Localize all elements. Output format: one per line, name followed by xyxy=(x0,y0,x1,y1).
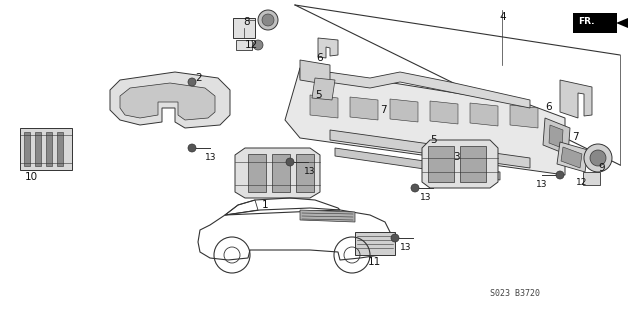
Text: 6: 6 xyxy=(316,53,323,63)
Polygon shape xyxy=(430,101,458,124)
Polygon shape xyxy=(272,154,290,192)
Polygon shape xyxy=(557,142,588,172)
FancyBboxPatch shape xyxy=(573,13,617,33)
Polygon shape xyxy=(510,105,538,128)
Circle shape xyxy=(262,14,274,26)
Text: 6: 6 xyxy=(545,102,552,112)
Polygon shape xyxy=(350,97,378,120)
Text: 9: 9 xyxy=(598,163,605,173)
Polygon shape xyxy=(460,146,486,182)
Text: 13: 13 xyxy=(420,193,431,202)
Text: 4: 4 xyxy=(499,12,506,22)
Circle shape xyxy=(391,234,399,242)
Polygon shape xyxy=(560,80,592,118)
Polygon shape xyxy=(335,148,500,180)
Text: 3: 3 xyxy=(453,152,460,162)
Text: S023 B3720: S023 B3720 xyxy=(490,289,540,298)
Polygon shape xyxy=(300,60,330,85)
Circle shape xyxy=(188,78,196,86)
Text: 13: 13 xyxy=(205,153,216,162)
Polygon shape xyxy=(312,78,335,100)
Circle shape xyxy=(584,144,612,172)
Polygon shape xyxy=(583,172,600,185)
Text: 8: 8 xyxy=(243,17,250,27)
Polygon shape xyxy=(236,40,252,50)
Circle shape xyxy=(258,10,278,30)
Polygon shape xyxy=(110,72,230,128)
Circle shape xyxy=(286,158,294,166)
Text: 12: 12 xyxy=(245,40,259,50)
Polygon shape xyxy=(296,154,314,192)
Polygon shape xyxy=(300,68,530,108)
Text: 5: 5 xyxy=(315,90,322,100)
Polygon shape xyxy=(561,147,582,168)
Circle shape xyxy=(188,144,196,152)
Polygon shape xyxy=(20,128,72,170)
Text: 10: 10 xyxy=(25,172,38,182)
Text: 7: 7 xyxy=(572,132,579,142)
Polygon shape xyxy=(248,154,266,192)
Text: 5: 5 xyxy=(430,135,436,145)
Circle shape xyxy=(556,171,564,179)
Polygon shape xyxy=(35,132,41,166)
Circle shape xyxy=(253,40,263,50)
Polygon shape xyxy=(318,38,338,58)
Text: FR.: FR. xyxy=(578,18,595,26)
Polygon shape xyxy=(57,132,63,166)
Polygon shape xyxy=(616,18,628,28)
Polygon shape xyxy=(428,146,454,182)
Polygon shape xyxy=(310,95,338,118)
Text: 11: 11 xyxy=(368,257,381,267)
Polygon shape xyxy=(235,148,320,198)
Polygon shape xyxy=(233,18,255,38)
Text: 2: 2 xyxy=(195,73,202,83)
Text: 1: 1 xyxy=(262,200,269,210)
Polygon shape xyxy=(330,130,530,168)
Polygon shape xyxy=(355,232,395,255)
Polygon shape xyxy=(549,125,563,148)
Polygon shape xyxy=(390,99,418,122)
Text: 13: 13 xyxy=(304,167,316,176)
Text: 13: 13 xyxy=(400,243,412,252)
Polygon shape xyxy=(470,103,498,126)
Polygon shape xyxy=(120,83,215,120)
Polygon shape xyxy=(422,140,498,188)
Polygon shape xyxy=(24,132,30,166)
Polygon shape xyxy=(285,68,565,175)
Text: 13: 13 xyxy=(536,180,547,189)
Text: 12: 12 xyxy=(576,178,588,187)
Polygon shape xyxy=(543,118,570,155)
Circle shape xyxy=(590,150,606,166)
Text: 7: 7 xyxy=(380,105,387,115)
Polygon shape xyxy=(300,210,355,222)
Polygon shape xyxy=(46,132,52,166)
Circle shape xyxy=(411,184,419,192)
